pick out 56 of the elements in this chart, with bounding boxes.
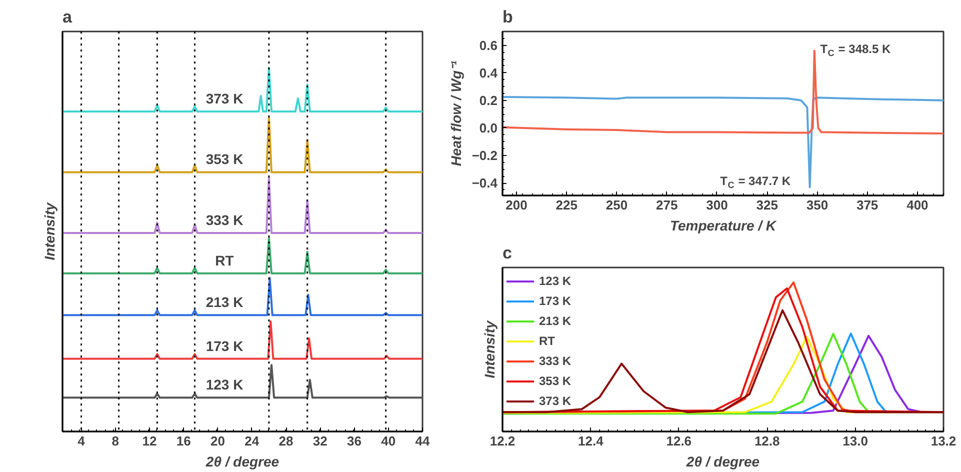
x-tick-label: 300	[706, 198, 728, 212]
x-tick-label: 13.0	[842, 434, 868, 448]
series-label: 373 K	[206, 90, 244, 106]
y-axis-title: Intensity	[42, 202, 58, 260]
y-tick-label: 0.4	[479, 65, 498, 80]
x-tick-label: 24	[244, 434, 260, 448]
x-tick-label: 400	[906, 198, 928, 212]
series-label: 123 K	[206, 376, 244, 393]
legend-label: RT	[539, 334, 556, 348]
x-tick-label: 350	[806, 198, 828, 212]
x-axis-title: Temperature / K	[670, 218, 777, 234]
x-tick-label: 275	[656, 198, 678, 212]
series-label: 333 K	[206, 212, 244, 228]
x-tick-label: 12.2	[490, 434, 516, 448]
x-axis-title: 2θ / degree	[204, 454, 280, 470]
x-tick-label: 13.2	[930, 434, 956, 448]
series-label: 173 K	[206, 338, 244, 354]
y-axis-title: Heat flow / Wg⁻¹	[448, 60, 464, 166]
x-tick-label: 32	[312, 434, 328, 448]
y-tick-label: 0.6	[479, 38, 498, 53]
x-tick-label: 20	[210, 434, 225, 448]
series-label: 213 K	[206, 294, 244, 310]
x-tick-label: 375	[856, 198, 878, 212]
y-axis-title: Intensity	[482, 320, 498, 378]
x-tick-label: 12.8	[754, 434, 780, 448]
series-label: RT	[215, 252, 234, 268]
line-series	[502, 96, 944, 188]
x-tick-label: 44	[415, 434, 430, 448]
x-tick-label: 325	[756, 198, 778, 212]
x-tick-label: 225	[556, 198, 578, 212]
legend-label: 353 K	[539, 374, 572, 388]
chart-title: a	[62, 8, 72, 26]
x-tick-label: 28	[278, 434, 294, 448]
x-axis-title: 2θ / degree	[685, 454, 760, 470]
y-tick-label: −0.2	[472, 148, 498, 164]
x-tick-label: 12	[142, 434, 157, 448]
x-tick-label: 40	[381, 434, 396, 448]
legend-label: 373 K	[539, 394, 572, 408]
y-tick-label: 0.0	[479, 120, 498, 136]
legend-label: 213 K	[539, 314, 572, 328]
x-tick-label: 12.6	[666, 434, 692, 448]
x-tick-label: 16	[176, 434, 191, 448]
legend-label: 333 K	[539, 354, 572, 368]
x-tick-label: 250	[606, 198, 628, 212]
x-tick-label: 12.4	[578, 434, 604, 448]
x-tick-label: 4	[78, 434, 86, 448]
legend-label: 123 K	[539, 274, 572, 288]
x-tick-label: 8	[112, 434, 120, 448]
x-tick-label: 36	[347, 434, 362, 448]
y-tick-label: −0.4	[472, 176, 498, 191]
chart-title: b	[502, 8, 513, 26]
y-tick-label: 0.2	[479, 92, 498, 108]
x-tick-label: 200	[506, 198, 528, 212]
legend-label: 173 K	[539, 294, 572, 308]
chart-title: c	[502, 244, 512, 262]
series-label: 353 K	[206, 151, 244, 168]
